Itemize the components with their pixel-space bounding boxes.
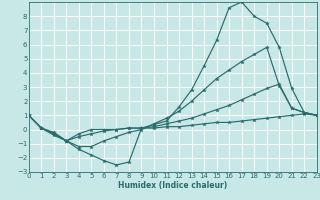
X-axis label: Humidex (Indice chaleur): Humidex (Indice chaleur): [118, 181, 228, 190]
